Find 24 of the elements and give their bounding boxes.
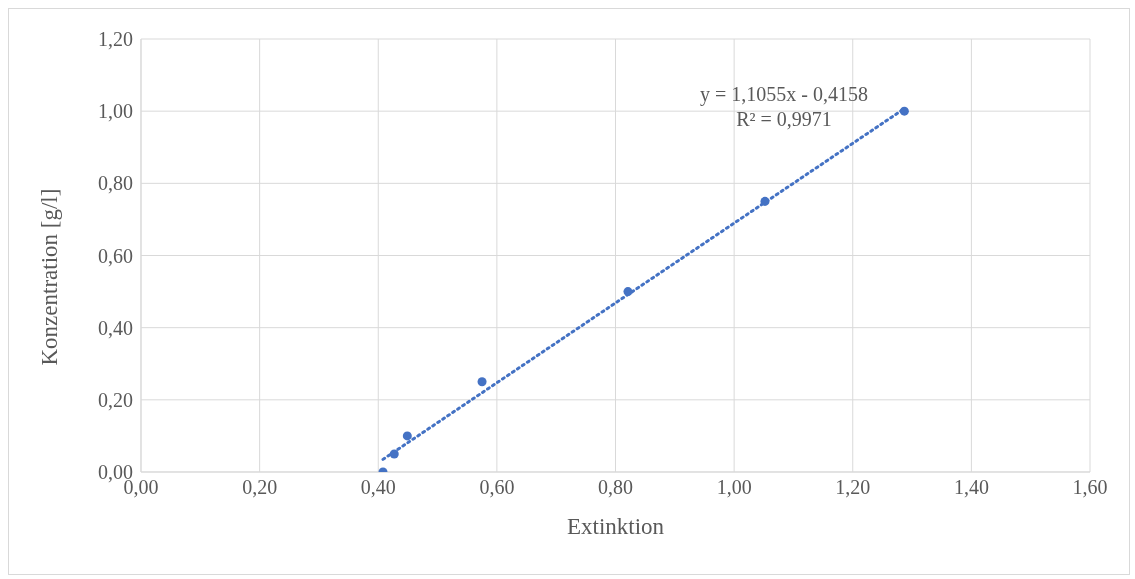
x-tick-label: 0,80 (598, 476, 633, 499)
x-tick-label: 1,00 (716, 476, 752, 499)
y-tick-label: 0,60 (98, 244, 133, 267)
y-tick-label: 1,20 (98, 28, 133, 51)
y-tick-label: 0,20 (98, 388, 133, 411)
annotation: R² = 0,9971 (735, 108, 833, 131)
y-tick-label: 0,40 (98, 316, 133, 339)
point (623, 287, 633, 297)
y-tick-label: 1,00 (98, 100, 133, 123)
point (389, 449, 399, 459)
x-tick-label: 0,40 (360, 476, 396, 499)
point (899, 106, 909, 116)
x-tick-label: 1,40 (953, 476, 989, 499)
y-axis-title: Konzentration [g/l] (37, 188, 63, 366)
y-tick-label: 0,80 (98, 172, 133, 195)
x-tick-label: 1,60 (1072, 476, 1108, 499)
x-axis-title: Extinktion (566, 514, 665, 539)
x-tick-label: 0,20 (242, 476, 278, 499)
x-tick-label: 1,20 (835, 476, 871, 499)
annotation: y = 1,1055x - 0,4158 (699, 83, 869, 106)
x-tick-label: 0,60 (479, 476, 515, 499)
point (760, 196, 770, 206)
point (402, 431, 412, 441)
point (477, 377, 487, 387)
